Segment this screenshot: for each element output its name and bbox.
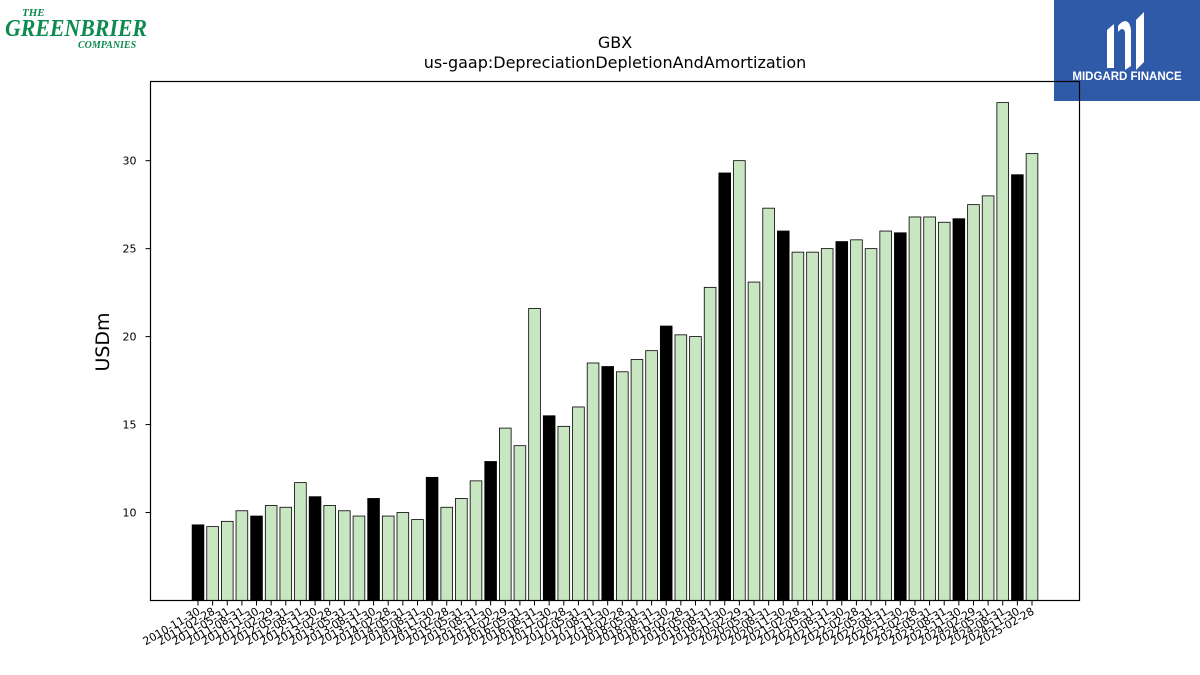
bar-2017-02-28 bbox=[557, 425, 571, 601]
y-axis-label: USDm bbox=[92, 312, 114, 371]
bar-2014-08-31 bbox=[411, 519, 424, 601]
bar-2020-08-31 bbox=[762, 207, 775, 601]
bar-2019-05-31 bbox=[689, 336, 702, 601]
bar-2012-08-31 bbox=[294, 482, 307, 601]
bar-2013-08-31 bbox=[352, 515, 366, 601]
bar-2012-05-31 bbox=[279, 506, 293, 601]
greenbrier-logo: THE GREENBRIER COMPANIES bbox=[5, 7, 147, 51]
bar-2019-11-30 bbox=[718, 172, 731, 601]
bar-2013-02-28 bbox=[323, 505, 336, 601]
bar-2016-05-31 bbox=[513, 445, 527, 601]
bar-2018-08-31 bbox=[645, 350, 658, 601]
bar-2017-11-30 bbox=[601, 366, 614, 601]
bar-2020-02-29 bbox=[733, 160, 746, 601]
bar-2014-05-31 bbox=[396, 512, 410, 601]
bar-2011-02-28 bbox=[206, 526, 219, 601]
bar-2017-08-31 bbox=[586, 362, 600, 601]
bar-2025-02-28 bbox=[1025, 153, 1039, 601]
bar-2013-11-30 bbox=[367, 498, 380, 601]
logo-left-line1: THE bbox=[22, 7, 45, 19]
bar-2019-08-31 bbox=[703, 286, 717, 601]
bar-2024-11-30 bbox=[1011, 174, 1024, 601]
logo-left-line3: COMPANIES bbox=[78, 40, 137, 51]
y-tick-label: 20 bbox=[123, 331, 137, 344]
bar-2021-02-28 bbox=[791, 251, 805, 601]
bar-2020-11-30 bbox=[777, 230, 790, 601]
y-tick-label: 30 bbox=[123, 155, 137, 168]
y-tick-label: 15 bbox=[123, 419, 137, 432]
bar-2014-11-30 bbox=[425, 476, 439, 601]
y-tick-label: 25 bbox=[123, 243, 137, 256]
bar-2022-08-31 bbox=[879, 230, 892, 601]
bar-2016-11-30 bbox=[542, 415, 556, 601]
chart-title: GBX bbox=[598, 33, 632, 52]
bar-2016-02-29 bbox=[499, 427, 512, 601]
bar-2023-08-31 bbox=[937, 221, 951, 601]
bar-2010-11-30 bbox=[191, 524, 205, 601]
bar-2013-05-31 bbox=[338, 510, 351, 601]
plot-frame bbox=[149, 80, 1081, 602]
bar-2020-05-31 bbox=[747, 281, 761, 601]
bar-2022-05-31 bbox=[864, 248, 878, 601]
bar-series bbox=[191, 102, 1039, 601]
bar-2021-08-31 bbox=[820, 248, 834, 601]
bar-2011-08-31 bbox=[235, 510, 249, 601]
bar-2011-05-31 bbox=[221, 520, 234, 601]
bar-2017-05-31 bbox=[572, 406, 585, 601]
bar-2022-11-30 bbox=[894, 232, 907, 601]
bar-2021-05-31 bbox=[806, 251, 819, 601]
bar-2018-02-28 bbox=[616, 371, 629, 601]
bar-2022-02-28 bbox=[850, 239, 863, 601]
midgard-finance-logo: MIDGARD FINANCE bbox=[1054, 0, 1200, 101]
bar-2014-02-28 bbox=[381, 515, 395, 601]
bar-2012-02-29 bbox=[264, 505, 278, 601]
bar-2023-02-28 bbox=[908, 216, 922, 601]
bar-2019-02-28 bbox=[674, 334, 688, 601]
x-axis: 2010-11-302011-02-282011-05-312011-08-31… bbox=[141, 600, 1037, 648]
bar-2024-08-31 bbox=[996, 102, 1009, 601]
y-axis: 10 15 20 25 30 bbox=[123, 155, 151, 520]
bar-2024-02-29 bbox=[967, 204, 980, 601]
midgard-mark-icon bbox=[1107, 12, 1144, 70]
bar-2016-08-31 bbox=[528, 308, 541, 601]
bar-2023-11-30 bbox=[952, 218, 966, 601]
bar-2021-11-30 bbox=[835, 241, 849, 601]
midgard-logo-text: MIDGARD FINANCE bbox=[1072, 71, 1182, 83]
bar-2018-11-30 bbox=[659, 325, 673, 601]
bar-2012-11-30 bbox=[308, 496, 322, 601]
bar-2024-05-31 bbox=[981, 195, 995, 601]
logo-left-line2: GREENBRIER bbox=[5, 16, 147, 42]
bar-2011-11-30 bbox=[250, 515, 263, 601]
bar-2018-05-31 bbox=[630, 359, 644, 601]
bar-2023-05-31 bbox=[923, 216, 936, 601]
y-tick-label: 10 bbox=[123, 507, 137, 520]
bar-2015-08-31 bbox=[469, 480, 483, 601]
bar-2015-11-30 bbox=[484, 461, 497, 601]
midgard-logo-mark: MIDGARD FINANCE bbox=[1072, 12, 1182, 83]
chart-subtitle: us-gaap:DepreciationDepletionAndAmortiza… bbox=[424, 53, 807, 72]
bar-2015-05-31 bbox=[455, 498, 468, 601]
bar-2015-02-28 bbox=[440, 506, 453, 601]
